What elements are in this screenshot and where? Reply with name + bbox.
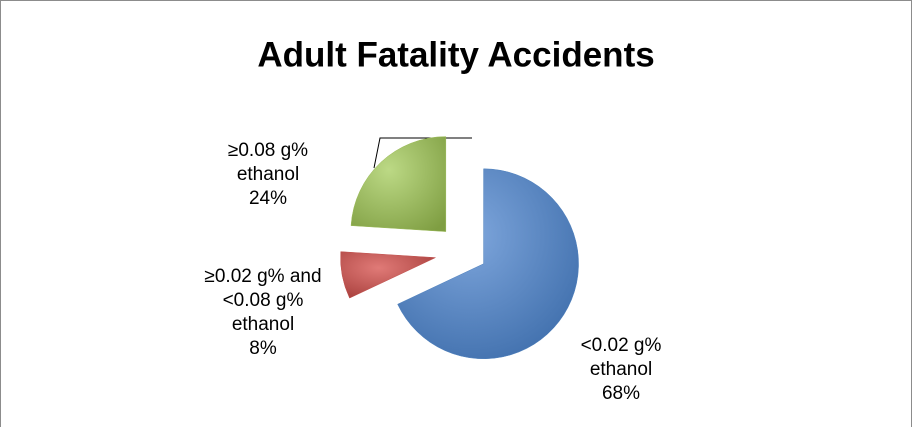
slice-label: <0.02 g% ethanol 68% (571, 334, 671, 406)
pie-slice (350, 136, 447, 232)
slice-label: ≥0.08 g% ethanol 24% (213, 139, 323, 211)
category-label: <0.02 g% ethanol (580, 335, 662, 380)
value-label: 68% (601, 383, 641, 404)
value-label: 24% (248, 188, 288, 209)
category-label: ≥0.08 g% ethanol (227, 140, 309, 185)
pie-slice (397, 168, 579, 360)
value-label: 8% (249, 338, 277, 359)
slice-label: ≥0.02 g% and <0.08 g% ethanol 8% (201, 265, 326, 361)
category-label: ≥0.02 g% and <0.08 g% ethanol (204, 266, 322, 335)
chart-title: Adult Fatality Accidents (257, 35, 654, 74)
pie-slice (340, 251, 436, 299)
